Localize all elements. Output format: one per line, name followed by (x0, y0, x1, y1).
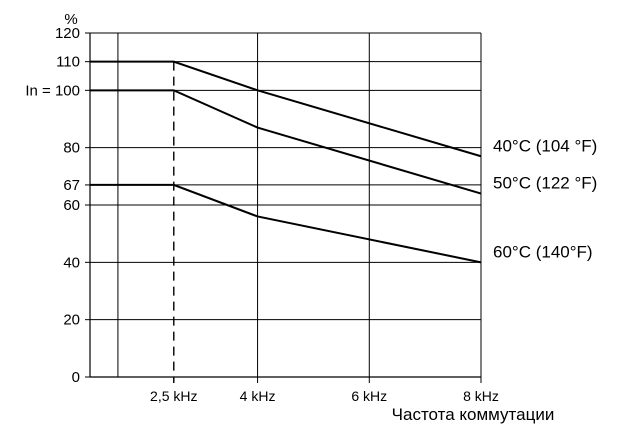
y-tick-label: 80 (63, 140, 80, 157)
labels: 0 20 40 60 67 80 In = 100 110 120 2,5 kHz 4 kHz 6 k… (25, 25, 597, 404)
series-lines (90, 60, 482, 383)
series-label: 60°C (140°F) (493, 242, 593, 261)
series-label: 50°C (122 °F) (493, 174, 597, 193)
y-axis-unit-label: % (64, 11, 77, 28)
y-tick-label: In = 100 (25, 82, 80, 99)
x-tick-label: 4 kHz (240, 388, 276, 404)
x-tick-label: 8 kHz (463, 388, 499, 404)
grid (90, 32, 482, 377)
x-tick-label: 2,5 kHz (150, 388, 197, 404)
series-line-3 (90, 183, 482, 264)
y-tick-label: 110 (56, 54, 80, 71)
y-tick-label: 40 (63, 254, 80, 271)
y-tick-label: 120 (55, 25, 80, 42)
series-line-1 (90, 60, 482, 158)
series-line-2 (90, 89, 482, 195)
series-label: 40°C (104 °F) (493, 136, 597, 155)
y-tick-label: 67 (63, 177, 80, 194)
y-tick-label: 0 (72, 369, 80, 386)
x-axis-title: Частота коммутации (392, 405, 555, 424)
x-tick-label: 6 kHz (351, 388, 387, 404)
y-tick-label: 60 (63, 197, 80, 214)
axes (85, 32, 482, 383)
y-tick-label: 20 (63, 312, 80, 329)
